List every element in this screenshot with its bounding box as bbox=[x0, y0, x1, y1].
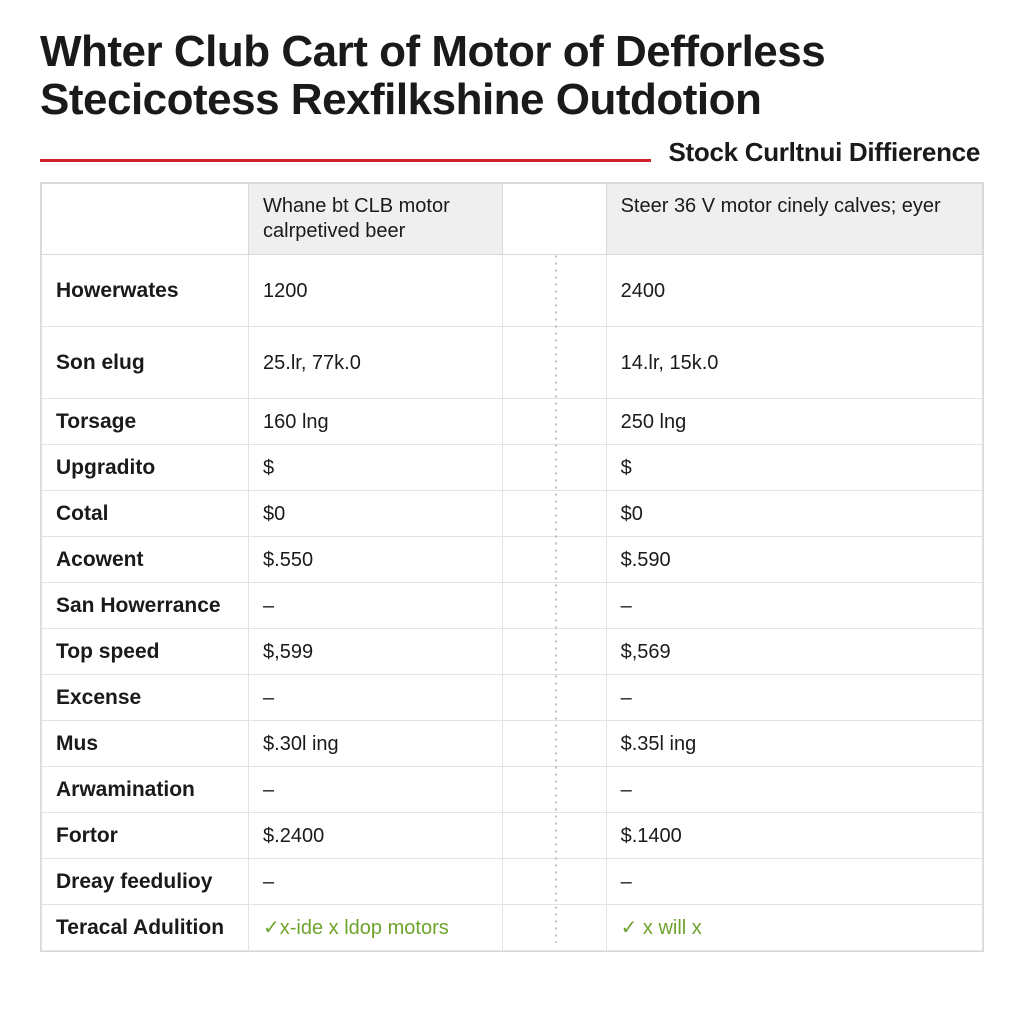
cell-col1: $,599 bbox=[249, 629, 503, 675]
cell-col1: 25.lr, 77k.0 bbox=[249, 327, 503, 399]
cell-col3: $.590 bbox=[606, 537, 982, 583]
row-label: Teracal Adulition bbox=[42, 905, 249, 951]
header-row: Stock Curltnui Diffierence bbox=[40, 137, 984, 168]
red-rule bbox=[40, 159, 651, 162]
table-row: Acowent$.550 $.590 bbox=[42, 537, 983, 583]
cell-col3: $ bbox=[606, 445, 982, 491]
table-row: Mus$.30l ing $.35l ing bbox=[42, 721, 983, 767]
table-row: Son elug25.lr, 77k.0 14.lr, 15k.0 bbox=[42, 327, 983, 399]
row-label: Torsage bbox=[42, 399, 249, 445]
row-label: Dreay feedulioy bbox=[42, 859, 249, 905]
table-row: Cotal$0$0 bbox=[42, 491, 983, 537]
title-line-1: Whter Club Cart of Motor of Defforless bbox=[40, 27, 825, 76]
cell-col1: $.2400 bbox=[249, 813, 503, 859]
cell-col1: $0 bbox=[249, 491, 503, 537]
cell-col3: ✓ x will x bbox=[606, 905, 982, 951]
cell-col3: $.35l ing bbox=[606, 721, 982, 767]
col-header-1-text: Whane bt CLB motor calrpetived beer bbox=[263, 195, 450, 242]
row-label: Howerwates bbox=[42, 255, 249, 327]
cell-col1: $ bbox=[249, 445, 503, 491]
row-label: Fortor bbox=[42, 813, 249, 859]
row-label: Top speed bbox=[42, 629, 249, 675]
row-label: Cotal bbox=[42, 491, 249, 537]
cell-col3: – bbox=[606, 583, 982, 629]
cell-col1: 1200 bbox=[249, 255, 503, 327]
title-line-2: Stecicotess Rexfilkshine Outdotion bbox=[40, 75, 761, 124]
cell-col1: – bbox=[249, 583, 503, 629]
table-head: Whane bt CLB motor calrpetived beer Stee… bbox=[42, 184, 983, 255]
cell-col1: $.30l ing bbox=[249, 721, 503, 767]
cell-col1: – bbox=[249, 675, 503, 721]
col-header-2-text: Steer 36 V motor cinely calves; eyer bbox=[621, 195, 941, 217]
comparison-table-wrap: Whane bt CLB motor calrpetived beer Stee… bbox=[40, 182, 984, 952]
col-header-blank bbox=[42, 184, 249, 255]
cell-col1: 160 lng bbox=[249, 399, 503, 445]
cell-col3: 2400 bbox=[606, 255, 982, 327]
row-label: Upgradito bbox=[42, 445, 249, 491]
cell-col3: $0 bbox=[606, 491, 982, 537]
dotted-divider bbox=[554, 253, 558, 943]
cell-col1: – bbox=[249, 767, 503, 813]
table-row: Excense–– bbox=[42, 675, 983, 721]
cell-col3: – bbox=[606, 859, 982, 905]
row-label: Excense bbox=[42, 675, 249, 721]
table-row: Fortor$.2400 $.1400 bbox=[42, 813, 983, 859]
cell-col3: $.1400 bbox=[606, 813, 982, 859]
col-header-1: Whane bt CLB motor calrpetived beer bbox=[249, 184, 503, 255]
col-header-gap bbox=[503, 184, 607, 255]
cell-col1: ✓x-ide x ldop motors bbox=[249, 905, 503, 951]
table-body: Howerwates1200 2400 Son elug25.lr, 77k.0 14… bbox=[42, 255, 983, 951]
table-row: Torsage160 lng 250 lng bbox=[42, 399, 983, 445]
col-header-2: Steer 36 V motor cinely calves; eyer bbox=[606, 184, 982, 255]
table-row: Teracal Adulition✓x-ide x ldop motors ✓ x… bbox=[42, 905, 983, 951]
cell-col3: 250 lng bbox=[606, 399, 982, 445]
cell-col1: $.550 bbox=[249, 537, 503, 583]
row-label: Mus bbox=[42, 721, 249, 767]
page-title: Whter Club Cart of Motor of Defforless S… bbox=[40, 28, 984, 123]
table-row: Top speed$,599 $,569 bbox=[42, 629, 983, 675]
cell-col3: – bbox=[606, 675, 982, 721]
subhead: Stock Curltnui Diffierence bbox=[669, 137, 984, 168]
table-row: Dreay feedulioy–– bbox=[42, 859, 983, 905]
table-row: Arwamination–– bbox=[42, 767, 983, 813]
row-label: Acowent bbox=[42, 537, 249, 583]
table-row: Upgradito$$ bbox=[42, 445, 983, 491]
cell-col3: – bbox=[606, 767, 982, 813]
cell-col1: – bbox=[249, 859, 503, 905]
table-row: San Howerrance–– bbox=[42, 583, 983, 629]
row-label: San Howerrance bbox=[42, 583, 249, 629]
row-label: Son elug bbox=[42, 327, 249, 399]
table-row: Howerwates1200 2400 bbox=[42, 255, 983, 327]
cell-col3: $,569 bbox=[606, 629, 982, 675]
comparison-table: Whane bt CLB motor calrpetived beer Stee… bbox=[41, 183, 983, 951]
cell-col3: 14.lr, 15k.0 bbox=[606, 327, 982, 399]
row-label: Arwamination bbox=[42, 767, 249, 813]
